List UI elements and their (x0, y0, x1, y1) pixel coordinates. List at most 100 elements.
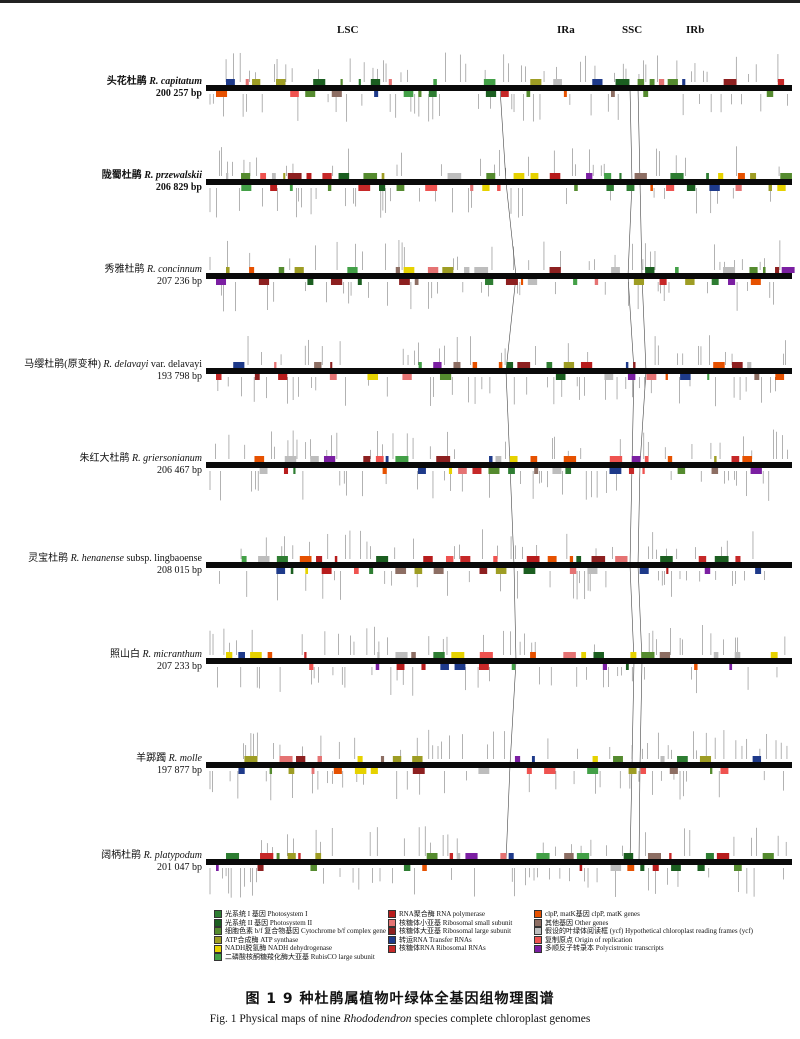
gene-block (497, 185, 501, 191)
genome-track (206, 179, 792, 185)
gene-block (226, 173, 229, 179)
legend-label: 光系统 II 基因 Photosystem II (225, 918, 313, 927)
gene-block (506, 362, 514, 368)
species-label: 朱红大杜鹃 R. griersonianum 206 467 bp (4, 453, 203, 477)
gene-block (403, 91, 414, 97)
gene-block (464, 267, 470, 273)
species-chinese-name: 阔柄杜鹃 (101, 850, 144, 861)
gene-block (610, 865, 622, 871)
gene-block (602, 664, 608, 670)
gene-block (762, 267, 766, 273)
species-infraspecific-name: var. delavayi (148, 359, 202, 370)
gene-block (488, 468, 500, 474)
gene-block (714, 456, 717, 462)
legend-label: 核糖体小亚基 Ribosomal small subunit (399, 918, 513, 927)
gene-block (495, 456, 502, 462)
gene-block (742, 456, 753, 462)
caption-en-suffix: species complete chloroplast genomes (411, 1013, 591, 1025)
gene-block (508, 468, 515, 474)
gene-block (549, 173, 561, 179)
gene-block (682, 79, 686, 85)
genome-map (206, 240, 795, 312)
species-name: 照山白 R. micranthum (4, 649, 202, 661)
gene-block (755, 568, 762, 574)
gene-block (527, 279, 538, 285)
genome-map (206, 52, 792, 122)
genome-track (206, 562, 792, 568)
gene-block (353, 568, 359, 574)
gene-block (370, 768, 378, 774)
species-latin-name: R. molle (168, 753, 202, 764)
gene-block (716, 853, 730, 859)
gene-block (485, 279, 494, 285)
species-label: 照山白 R. micranthum 207 233 bp (4, 649, 202, 673)
gene-block (260, 853, 274, 859)
gene-block (704, 568, 711, 574)
gene-block (287, 173, 302, 179)
genome-map (206, 146, 792, 218)
species-name: 灵宝杜鹃 R. henanense subsp. lingbaoense (4, 553, 202, 565)
gene-block (395, 267, 400, 273)
gene-block (241, 173, 251, 179)
gene-block (737, 173, 745, 179)
gene-block (766, 91, 774, 97)
gene-block (216, 91, 228, 97)
gene-block (604, 374, 614, 380)
gene-block (392, 756, 402, 762)
gene-block (576, 853, 590, 859)
genome-map (206, 429, 792, 501)
gene-block (315, 853, 322, 859)
gene-block (777, 185, 786, 191)
gene-block (226, 853, 240, 859)
gene-block (411, 652, 416, 658)
gene-block (283, 173, 286, 179)
gene-block (283, 468, 289, 474)
species-latin-name: R. micranthum (142, 649, 202, 660)
gene-block (546, 362, 553, 368)
gene-block (257, 865, 264, 871)
gene-block (526, 768, 532, 774)
gene-block (574, 185, 578, 191)
legend-item: 多顺反子转录本 Polycistronic transcripts (534, 944, 664, 953)
region-label-lsc: LSC (337, 24, 359, 36)
gene-block (627, 865, 635, 871)
gene-block (436, 456, 451, 462)
gene-block (520, 279, 524, 285)
species-chinese-name: 照山白 (110, 649, 143, 660)
gene-block (723, 79, 737, 85)
gene-block (278, 267, 285, 273)
gene-block (245, 79, 249, 85)
gene-block (472, 468, 482, 474)
legend-label: 其他基因 Other genes (545, 918, 609, 927)
gene-block (530, 456, 538, 462)
gene-block (216, 279, 227, 285)
gene-block (474, 267, 489, 273)
species-chinese-name: 马缨杜鹃(原变种) (24, 359, 104, 370)
legend-swatch (214, 918, 222, 927)
gene-block (369, 568, 374, 574)
gene-block (250, 652, 262, 658)
gene-block (241, 556, 247, 562)
gene-block (513, 173, 525, 179)
species-label: 陇蜀杜鹃 R. przewalskii 206 829 bp (4, 170, 202, 194)
gene-block (734, 652, 741, 658)
gene-block (479, 568, 488, 574)
gene-block (478, 768, 490, 774)
gene-block (333, 768, 342, 774)
genome-map (206, 826, 792, 898)
gene-block (777, 79, 785, 85)
genome-track (206, 368, 792, 374)
gene-block (619, 173, 622, 179)
gene-block (306, 173, 312, 179)
legend-item: 细胞色素 b/f 复合物基因 Cytochrome b/f complex ge… (214, 927, 386, 936)
figure-caption-english: Fig. 1 Physical maps of nine Rhododendro… (0, 1013, 800, 1025)
genome-tracks (206, 52, 795, 898)
species-name: 羊踯躅 R. molle (4, 753, 202, 765)
gene-block (278, 374, 288, 380)
gene-block (592, 756, 598, 762)
gene-block (311, 768, 315, 774)
gene-block (451, 652, 465, 658)
legend-item: NADH脱氢酶 NADH dehydrogenase (214, 944, 332, 953)
gene-block (752, 756, 762, 762)
gene-block (495, 568, 507, 574)
